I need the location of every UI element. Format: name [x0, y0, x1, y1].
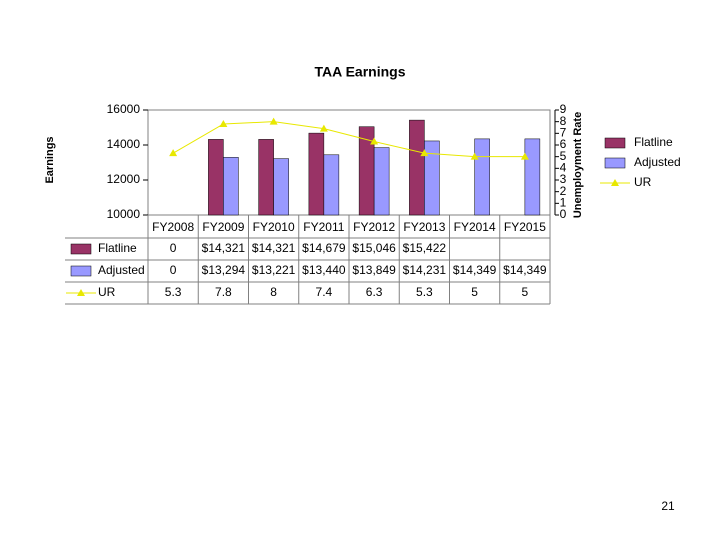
y2-tick-label: 5 [560, 149, 567, 163]
x-tick-label: FY2013 [403, 220, 445, 234]
y-tick-label: 12000 [107, 172, 141, 186]
line [172, 121, 525, 158]
legend-key [77, 289, 85, 296]
bar [524, 138, 541, 216]
y2-tick-label: 1 [560, 196, 567, 210]
y2-tick-label: 6 [560, 137, 567, 151]
bar [424, 140, 440, 216]
table-row-label: UR [98, 285, 116, 299]
table-cell: $14,231 [403, 263, 447, 277]
legend-key [604, 137, 626, 149]
x-tick-label: FY2009 [202, 220, 244, 234]
table-cell: $14,321 [202, 241, 246, 255]
bar [208, 139, 224, 216]
legend-key [611, 179, 619, 186]
table-cell: $14,679 [302, 241, 346, 255]
table-cell: 0 [170, 263, 177, 277]
y2-tick-label: 7 [560, 126, 567, 140]
y2-axis-label: Unemployment Rate [572, 112, 584, 218]
marker [169, 149, 178, 157]
y2-tick-label: 0 [560, 207, 567, 221]
bar [273, 158, 289, 216]
table-cell: $15,046 [352, 241, 396, 255]
table-cell: 8 [270, 285, 277, 299]
x-tick-label: FY2008 [152, 220, 194, 234]
y2-tick-label: 2 [560, 184, 567, 198]
marker [520, 152, 529, 160]
legend-key [70, 243, 92, 255]
x-tick-label: FY2015 [504, 220, 546, 234]
legend-key [70, 265, 92, 277]
x-tick-label: FY2010 [253, 220, 295, 234]
table-cell: $14,321 [252, 241, 296, 255]
table-cell: $13,221 [252, 263, 296, 277]
marker [470, 152, 479, 160]
bar [409, 119, 425, 216]
x-tick-label: FY2011 [303, 220, 344, 234]
bar [258, 139, 274, 216]
bar [474, 138, 490, 216]
table-cell: 7.4 [316, 285, 333, 299]
y2-tick-label: 9 [560, 102, 567, 116]
y-tick-label: 16000 [107, 102, 141, 116]
table-cell: 7.8 [215, 285, 232, 299]
legend-label: Adjusted [634, 155, 681, 169]
marker [420, 149, 429, 157]
bar [323, 154, 340, 216]
table-row-label: Adjusted [98, 263, 145, 277]
table-cell: 0 [170, 241, 177, 255]
marker [319, 124, 328, 132]
y-axis-label: Earnings [44, 136, 56, 183]
y2-tick-label: 3 [560, 172, 567, 186]
legend-label: UR [634, 175, 652, 189]
y2-tick-label: 4 [560, 161, 567, 175]
y2-tick-label: 8 [560, 114, 567, 128]
table-cell: $14,349 [453, 263, 497, 277]
table-cell: 5.3 [165, 285, 182, 299]
page-number: 21 [661, 499, 675, 513]
table-cell: 5.3 [416, 285, 433, 299]
table-cell: 5 [522, 285, 529, 299]
bar [308, 132, 325, 216]
table-cell: $13,440 [302, 263, 346, 277]
x-tick-label: FY2014 [454, 220, 496, 234]
table-cell: 5 [471, 285, 478, 299]
table-cell: $14,349 [503, 263, 547, 277]
marker [219, 120, 228, 127]
legend-label: Flatline [634, 135, 673, 149]
table-cell: $15,422 [403, 241, 447, 255]
x-tick-label: FY2012 [353, 220, 395, 234]
table-cell: $13,849 [352, 263, 396, 277]
marker [269, 117, 278, 125]
chart-title: TAA Earnings [314, 64, 405, 80]
legend-key [604, 157, 626, 169]
marker [370, 137, 379, 145]
bar [223, 157, 239, 216]
table-row-label: Flatline [98, 241, 137, 255]
bar [373, 147, 390, 216]
y-tick-label: 10000 [107, 207, 141, 221]
table-cell: $13,294 [202, 263, 246, 277]
table-cell: 6.3 [366, 285, 383, 299]
y-tick-label: 14000 [107, 137, 141, 151]
